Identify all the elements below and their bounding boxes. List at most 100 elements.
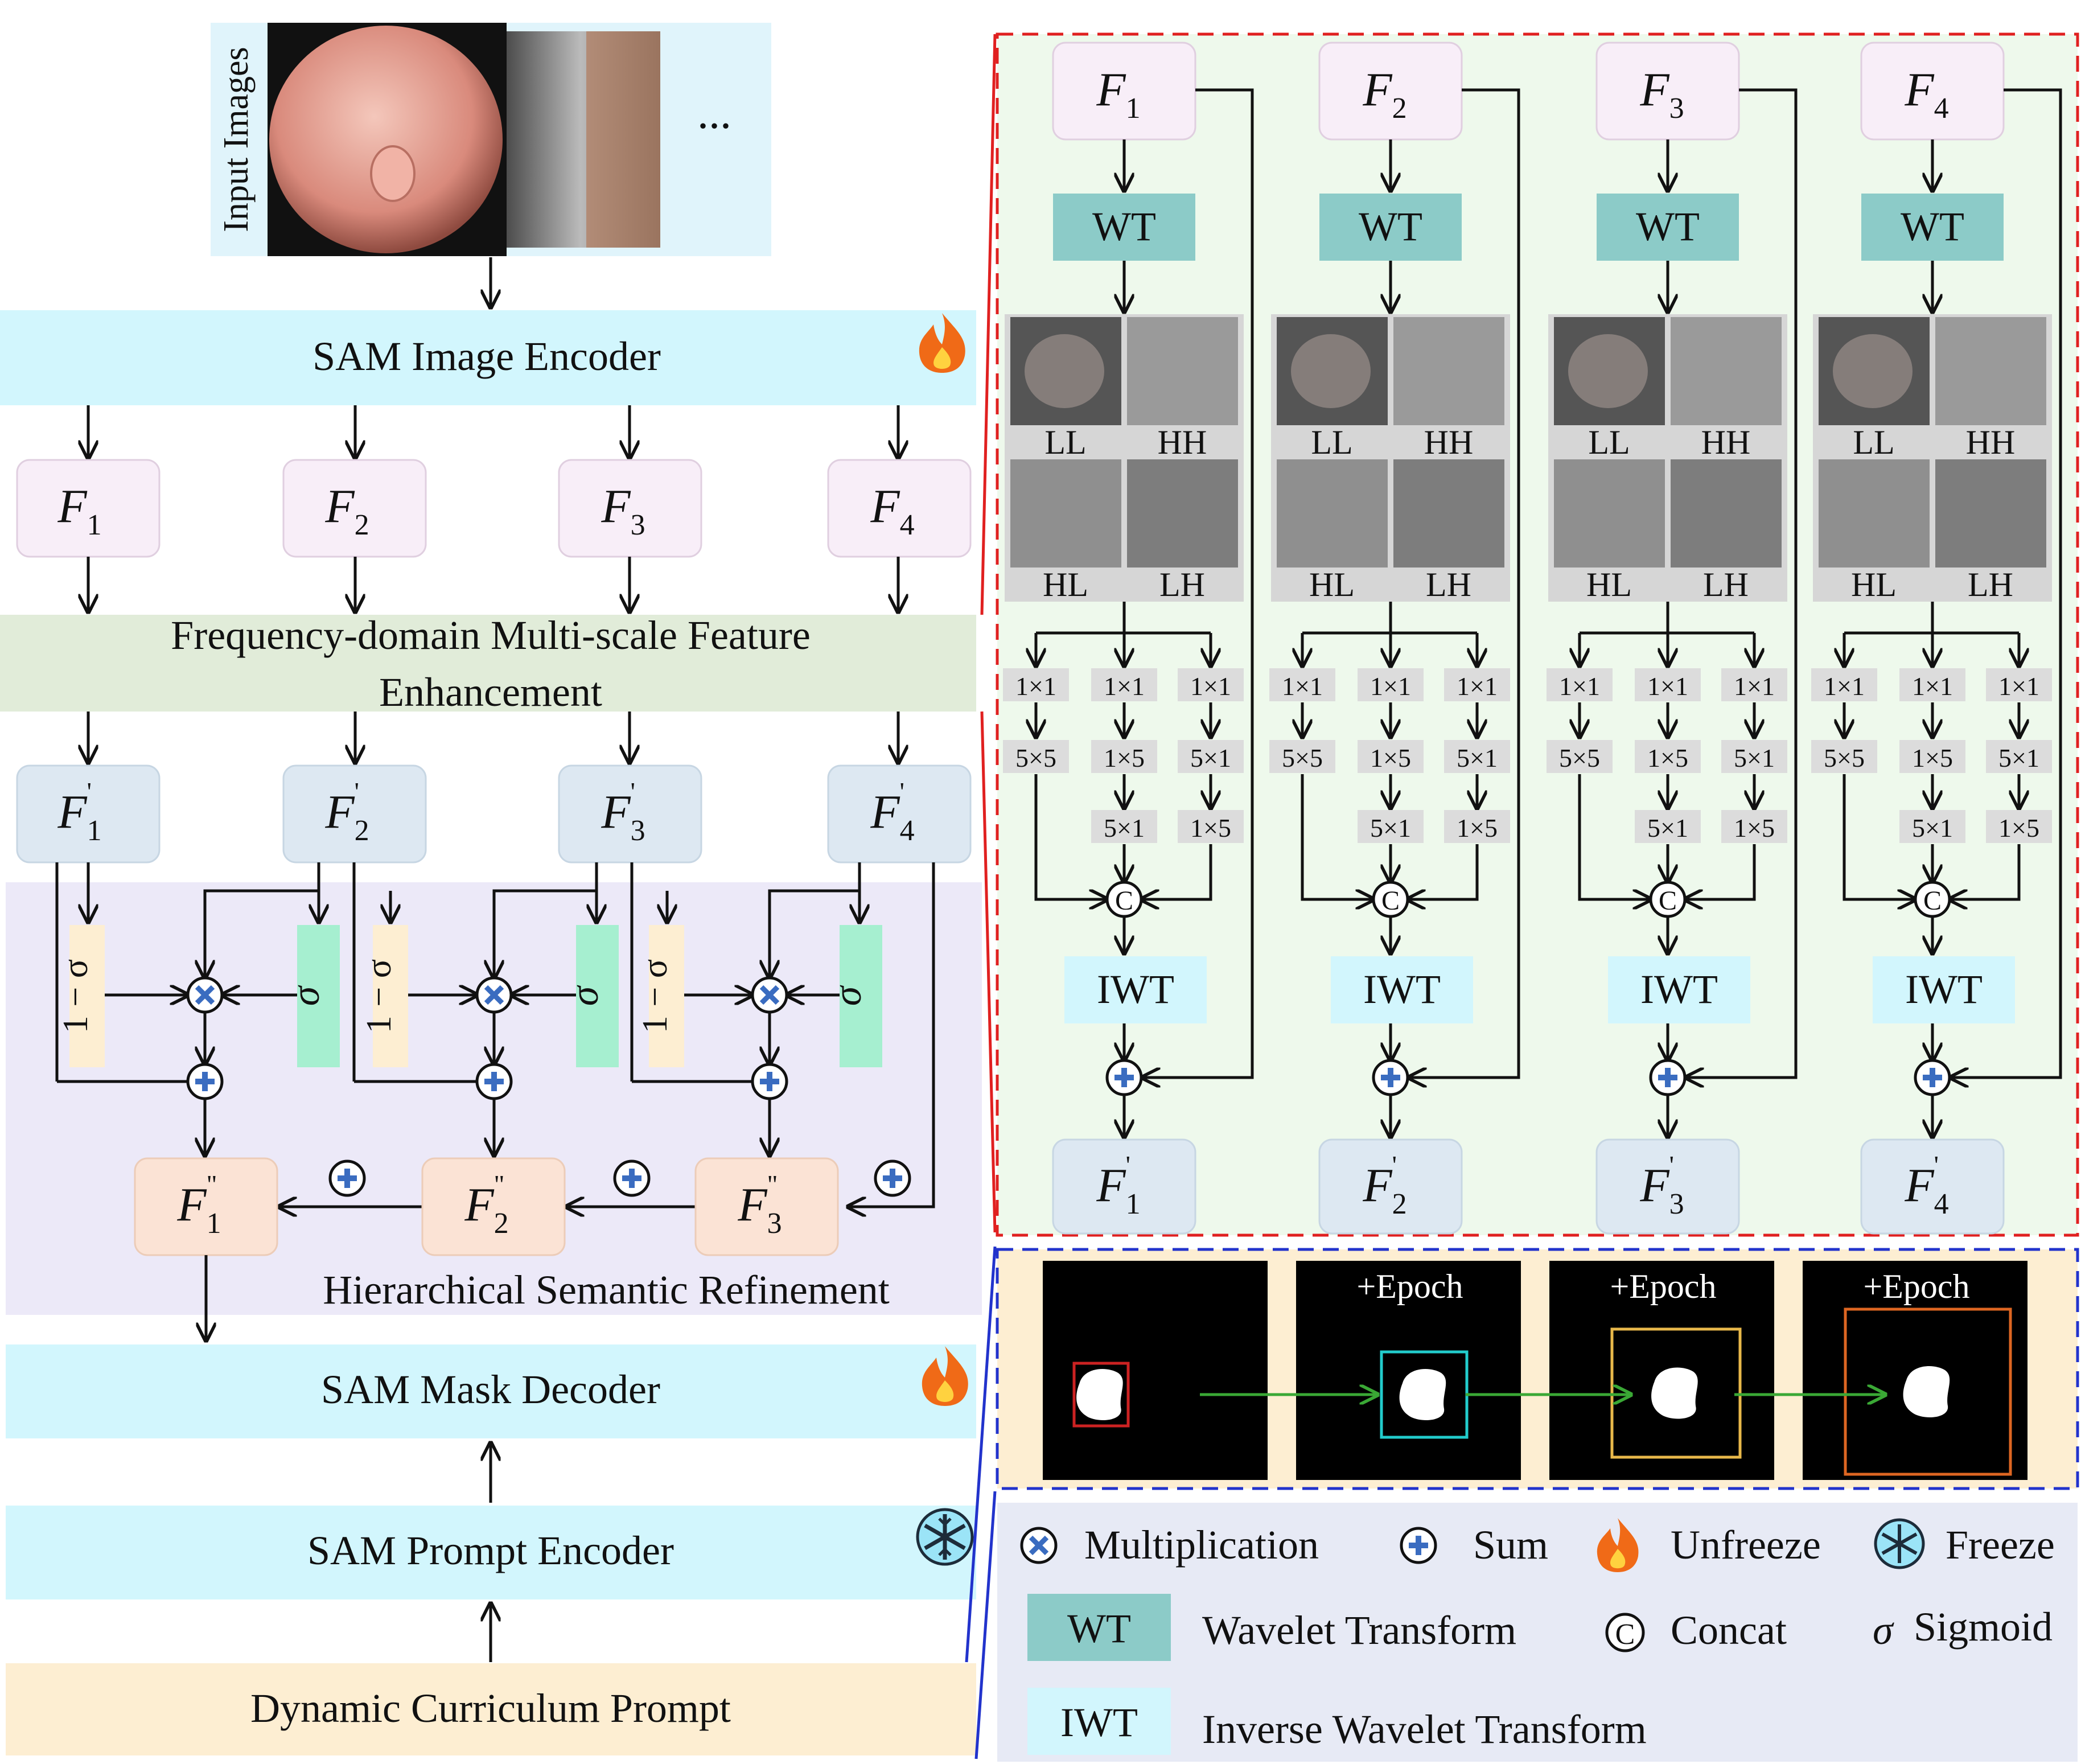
- svg-text:1×5: 1×5: [1104, 743, 1145, 772]
- conv-block: [1899, 810, 1965, 843]
- hsr-label: Hierarchical Semantic Refinement: [323, 1267, 890, 1313]
- feature-f3-double-prime: [694, 1157, 839, 1256]
- svg-text:HL: HL: [1043, 566, 1088, 603]
- svg-text:C: C: [1615, 1618, 1635, 1651]
- svg-text:1×5: 1×5: [1912, 743, 1953, 772]
- svg-text:5×1: 5×1: [1104, 813, 1145, 842]
- legend-wt-abbr: WT: [1067, 1606, 1131, 1651]
- svg-text:1×1: 1×1: [1104, 672, 1145, 701]
- svg-text:C: C: [1923, 886, 1942, 916]
- sum-icon: [1400, 1527, 1437, 1564]
- svg-text:1×1: 1×1: [1824, 672, 1865, 701]
- fmfe-module: [0, 615, 976, 712]
- lesion-mask: [1076, 1369, 1123, 1420]
- wt-block: [1861, 194, 2004, 261]
- svg-text:1×1: 1×1: [1282, 672, 1323, 701]
- fire-icon: [1597, 1518, 1639, 1572]
- svg-text:5×1: 5×1: [1647, 813, 1688, 842]
- sam-image-encoder: [0, 310, 976, 405]
- conv-block: [1178, 740, 1244, 773]
- svg-text:WT: WT: [1901, 204, 1964, 249]
- svg-text:5×5: 5×5: [1282, 743, 1323, 772]
- dynamic-curriculum-prompt-label: Dynamic Curriculum Prompt: [250, 1685, 731, 1731]
- svg-text:1×5: 1×5: [1647, 743, 1688, 772]
- sum-icon: [613, 1159, 651, 1197]
- legend-inverse-wavelet-transform: Inverse Wavelet Transform: [1202, 1707, 1647, 1752]
- curriculum-frame-3: +Epoch: [1549, 1261, 1774, 1480]
- svg-text:WT: WT: [1092, 204, 1156, 249]
- svg-text:HL: HL: [1851, 566, 1897, 603]
- conv-block: [1358, 810, 1424, 843]
- input-images-panel: Input Images ...: [211, 23, 771, 256]
- lesion-mask: [1399, 1369, 1446, 1420]
- svg-text:1×1: 1×1: [1015, 672, 1056, 701]
- epoch-label: +Epoch: [1863, 1268, 1969, 1305]
- fire-icon: [919, 313, 965, 373]
- svg-text:F2: F2: [324, 480, 369, 541]
- legend-iwt-swatch: [1027, 1688, 1171, 1755]
- conv-block: [1899, 740, 1965, 773]
- svg-text:F4: F4: [870, 480, 914, 541]
- sam-prompt-encoder-label: SAM Prompt Encoder: [307, 1528, 674, 1573]
- curriculum-frame-4: +Epoch: [1803, 1261, 2027, 1480]
- wavelet-input-f2-label: F2: [1362, 63, 1406, 125]
- svg-text:F3': F3': [601, 777, 645, 847]
- svg-text:F3: F3: [601, 480, 645, 541]
- svg-text:5×1: 5×1: [1370, 813, 1411, 842]
- conv-block: [1178, 668, 1244, 701]
- svg-text:5×5: 5×5: [1015, 743, 1056, 772]
- svg-text:LH: LH: [1159, 566, 1205, 603]
- svg-text:LH: LH: [1968, 566, 2013, 603]
- curriculum-frame-2: +Epoch: [1296, 1261, 1521, 1480]
- legend-sigmoid: Sigmoid: [1914, 1604, 2053, 1650]
- conv-block: [1547, 668, 1613, 701]
- svg-text:HL: HL: [1309, 566, 1355, 603]
- svg-text:IWT: IWT: [1097, 967, 1174, 1012]
- iwt-block: [1064, 956, 1207, 1023]
- svg-text:5×1: 5×1: [1190, 743, 1231, 772]
- wavelet-column-1: F1 WT LL HH HL LH 1×1 1×1 1×1 5×5 1×5 5×1 5×1 1×5 C IWT…: [1003, 42, 1254, 1235]
- conv-block: [1269, 740, 1335, 773]
- legend-concat: Concat: [1671, 1607, 1787, 1653]
- epoch-label: +Epoch: [1356, 1268, 1463, 1305]
- svg-text:1×1: 1×1: [1734, 672, 1775, 701]
- svg-text:5×1: 5×1: [1912, 813, 1953, 842]
- one-minus-sigma-label-1: 1 − σ: [56, 959, 95, 1033]
- sam-prompt-encoder: [6, 1506, 976, 1599]
- fmfe-label-line1: Frequency-domain Multi-scale Feature: [171, 612, 811, 658]
- one-minus-sigma-label-2: 1 − σ: [360, 959, 398, 1033]
- legend-freeze: Freeze: [1946, 1522, 2055, 1568]
- svg-text:F2": F2": [464, 1170, 508, 1240]
- svg-text:HH: HH: [1158, 423, 1207, 461]
- multiply-icon: [751, 976, 788, 1014]
- multiply-icon: [475, 976, 513, 1014]
- conv-block: [1635, 740, 1701, 773]
- conv-block: [1091, 810, 1157, 843]
- snowflake-icon: [916, 1508, 974, 1566]
- feature-f1: [16, 459, 161, 558]
- conv-block: [1358, 740, 1424, 773]
- sum-icon: [328, 1159, 366, 1197]
- svg-text:1×5: 1×5: [1998, 813, 2039, 842]
- svg-text:C: C: [1381, 886, 1400, 916]
- subband-image-hl: [1010, 459, 1121, 568]
- input-images-label: Input Images: [217, 47, 256, 232]
- one-minus-sigma-block-1: [69, 925, 105, 1067]
- svg-text:5×1: 5×1: [1457, 743, 1498, 772]
- svg-text:C: C: [1659, 886, 1677, 916]
- svg-text:1×1: 1×1: [1647, 672, 1688, 701]
- subband-image-lh: [1935, 459, 2046, 568]
- wavelet-column-2: F2 WT LL HH HL LH 1×1 1×1 1×1 5×5 1×5 5×1 5×1 1×5 C IWT…: [1269, 42, 1520, 1235]
- svg-text:WT: WT: [1359, 204, 1422, 249]
- conv-block: [1269, 668, 1335, 701]
- feature-f2-double-prime: [421, 1157, 566, 1256]
- sum-icon: [475, 1063, 513, 1100]
- conv-block: [1986, 810, 2052, 843]
- legend-wt-swatch: [1027, 1594, 1171, 1661]
- wavelet-output-f2-prime-label: F2': [1362, 1150, 1406, 1220]
- curriculum-frame-1: [1043, 1261, 1268, 1480]
- dynamic-curriculum-prompt: [6, 1663, 976, 1755]
- svg-text:HL: HL: [1586, 566, 1632, 603]
- sam-mask-decoder-label: SAM Mask Decoder: [321, 1367, 660, 1412]
- iwt-block: [1608, 956, 1750, 1023]
